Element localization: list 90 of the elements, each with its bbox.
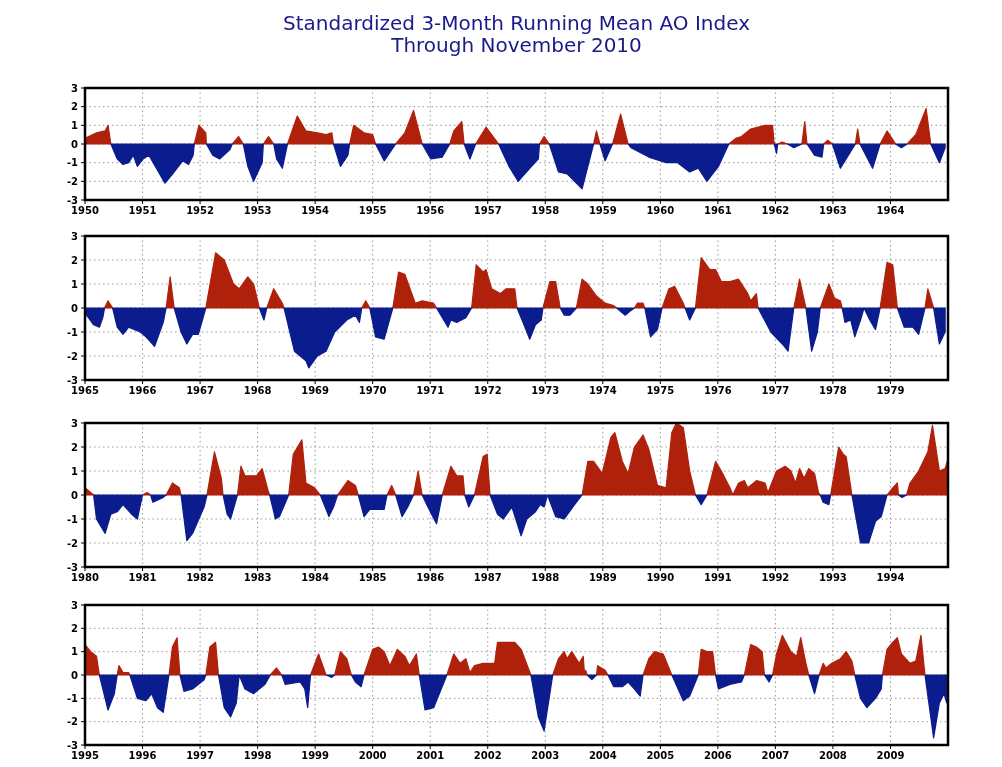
x-tick-label: 1993 [819,572,847,583]
x-tick-label: 1984 [301,572,330,583]
y-tick-label: 3 [71,417,79,429]
y-tick-label: 3 [71,599,79,611]
y-tick-label: -2 [66,175,79,187]
x-tick-label: 1963 [819,205,847,216]
x-tick-label: 1958 [531,205,560,216]
y-tick-label: -3 [66,561,79,573]
y-tick-label: 3 [71,230,79,242]
x-tick-label: 1965 [71,385,99,396]
x-tick-label: 1983 [243,572,272,583]
y-tick-label: 0 [71,669,79,681]
y-tick-label: -1 [66,513,79,525]
x-tick-label: 2005 [646,750,675,761]
x-tick-label: 1992 [761,572,790,583]
x-tick-label: 1950 [71,205,99,216]
x-tick-label: 2004 [588,750,617,761]
x-tick-label: 1961 [703,205,732,216]
x-tick-label: 1994 [876,572,905,583]
x-tick-label: 1988 [531,572,560,583]
x-tick-label: 2009 [876,750,905,761]
x-tick-label: 1962 [761,205,790,216]
x-tick-label: 1955 [358,205,387,216]
y-tick-label: -3 [66,739,79,751]
x-tick-label: 1971 [416,385,445,396]
x-tick-label: 1979 [876,385,905,396]
x-tick-label: 1952 [186,205,215,216]
y-tick-label: 1 [71,119,79,131]
y-tick-label: 0 [71,302,79,314]
y-tick-label: -2 [66,716,79,728]
chart-subtitle: Through November 2010 [390,33,642,57]
x-tick-label: 1967 [186,385,215,396]
x-tick-label: 1991 [703,572,732,583]
x-tick-label: 1974 [588,385,617,396]
x-tick-label: 1998 [243,750,272,761]
x-tick-label: 1960 [646,205,675,216]
x-tick-label: 1996 [128,750,157,761]
x-tick-label: 1957 [473,205,502,216]
x-tick-label: 1978 [819,385,847,396]
y-tick-label: -2 [66,350,79,362]
x-tick-label: 1964 [876,205,905,216]
x-tick-label: 1999 [301,750,330,761]
x-tick-label: 1990 [646,572,675,583]
x-tick-label: 1975 [646,385,675,396]
y-tick-label: 0 [71,138,79,150]
x-tick-label: 1951 [128,205,157,216]
y-tick-label: -1 [66,692,79,704]
x-tick-label: 2001 [416,750,445,761]
x-tick-label: 1986 [416,572,445,583]
x-tick-label: 1954 [301,205,330,216]
y-tick-label: -3 [66,194,79,206]
x-tick-label: 1956 [416,205,445,216]
y-tick-label: -1 [66,157,79,169]
y-tick-label: 1 [71,646,79,658]
y-tick-label: 3 [71,82,79,94]
x-tick-label: 2002 [473,750,502,761]
x-tick-label: 1959 [588,205,617,216]
x-tick-label: 1969 [301,385,330,396]
x-tick-label: 1997 [186,750,215,761]
y-tick-label: 2 [71,622,79,634]
x-tick-label: 1970 [358,385,387,396]
x-tick-label: 2003 [531,750,560,761]
x-tick-label: 2008 [819,750,847,761]
y-tick-label: 1 [71,278,79,290]
x-tick-label: 1976 [703,385,732,396]
x-tick-label: 1966 [128,385,157,396]
x-tick-label: 1972 [473,385,502,396]
y-tick-label: -2 [66,537,79,549]
x-tick-label: 1995 [71,750,99,761]
x-tick-label: 1973 [531,385,560,396]
x-tick-label: 1953 [243,205,272,216]
x-tick-label: 1982 [186,572,215,583]
x-tick-label: 1968 [243,385,272,396]
y-tick-label: 1 [71,465,79,477]
x-tick-label: 1977 [761,385,790,396]
y-tick-label: 2 [71,441,79,453]
x-tick-label: 1985 [358,572,387,583]
x-tick-label: 2006 [703,750,732,761]
x-tick-label: 2000 [358,750,387,761]
y-tick-label: 2 [71,254,79,266]
y-tick-label: 0 [71,489,79,501]
x-tick-label: 1980 [71,572,99,583]
y-tick-label: 2 [71,101,79,113]
y-tick-label: -3 [66,374,79,386]
x-tick-label: 2007 [761,750,790,761]
chart-title: Standardized 3-Month Running Mean AO Index [282,11,751,35]
x-tick-label: 1981 [128,572,157,583]
y-tick-label: -1 [66,326,79,338]
x-tick-label: 1987 [473,572,502,583]
x-tick-label: 1989 [588,572,617,583]
